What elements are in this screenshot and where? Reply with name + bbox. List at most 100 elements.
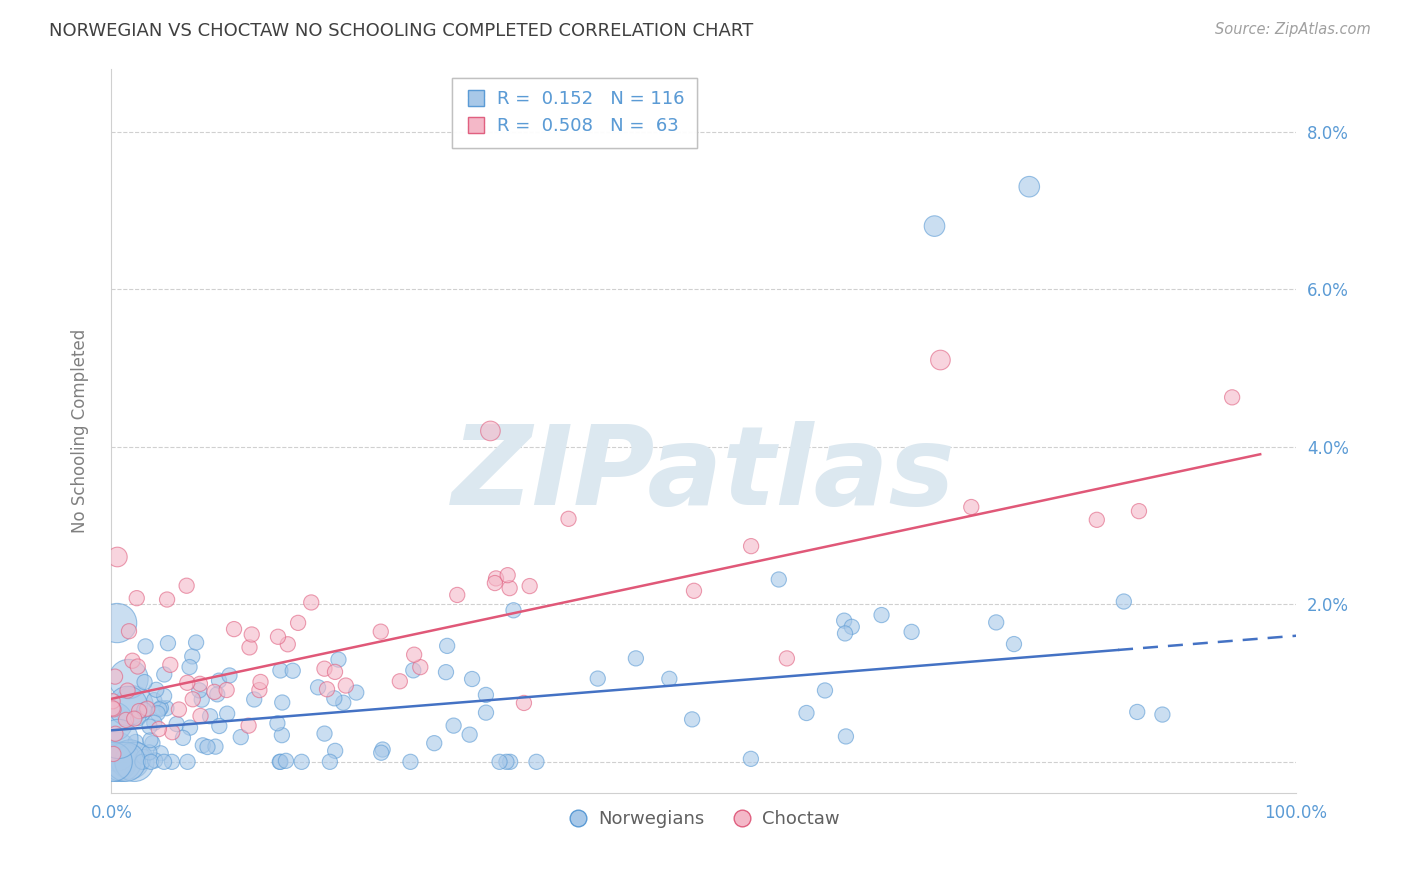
Point	[138, 745, 160, 759]
Point	[101, 701, 124, 715]
Point	[198, 709, 221, 723]
Point	[149, 747, 172, 761]
Y-axis label: No Schooling Completed: No Schooling Completed	[72, 329, 89, 533]
Point	[498, 581, 520, 595]
Point	[188, 677, 211, 691]
Point	[105, 615, 128, 630]
Point	[141, 736, 163, 750]
Point	[166, 717, 188, 731]
Point	[181, 649, 204, 664]
Point	[153, 667, 176, 681]
Point	[370, 746, 392, 760]
Point	[526, 755, 548, 769]
Point	[132, 750, 155, 764]
Point	[115, 713, 138, 727]
Point	[557, 512, 579, 526]
Point	[323, 691, 346, 706]
Point	[176, 755, 198, 769]
Point	[247, 683, 270, 698]
Point	[274, 754, 297, 768]
Point	[461, 672, 484, 686]
Point	[215, 683, 238, 698]
Point	[156, 592, 179, 607]
Point	[143, 693, 166, 707]
Point	[176, 579, 198, 593]
Point	[796, 706, 818, 720]
Point	[153, 689, 176, 703]
Point	[479, 424, 502, 438]
Point	[184, 635, 207, 649]
Point	[104, 670, 127, 684]
Point	[269, 755, 291, 769]
Point	[443, 718, 465, 732]
Point	[204, 739, 226, 754]
Point	[104, 727, 127, 741]
Point	[143, 715, 166, 730]
Point	[271, 696, 294, 710]
Point	[117, 698, 139, 713]
Point	[266, 716, 288, 731]
Point	[207, 687, 229, 701]
Point	[488, 755, 510, 769]
Point	[399, 755, 422, 769]
Point	[316, 682, 339, 697]
Point	[519, 579, 541, 593]
Point	[218, 668, 240, 682]
Point	[277, 637, 299, 651]
Point	[135, 640, 157, 654]
Point	[1128, 504, 1150, 518]
Point	[434, 665, 457, 680]
Point	[160, 725, 183, 739]
Point	[314, 662, 336, 676]
Point	[117, 683, 139, 698]
Point	[586, 672, 609, 686]
Point	[127, 711, 149, 725]
Point	[127, 659, 149, 673]
Point	[335, 679, 357, 693]
Point	[328, 652, 350, 666]
Point	[513, 696, 536, 710]
Point	[870, 608, 893, 623]
Point	[136, 701, 159, 715]
Point	[496, 568, 519, 582]
Point	[409, 660, 432, 674]
Point	[107, 731, 129, 746]
Point	[139, 755, 162, 769]
Point	[841, 620, 863, 634]
Point	[683, 583, 706, 598]
Point	[159, 657, 181, 672]
Point	[156, 636, 179, 650]
Point	[740, 539, 762, 553]
Point	[229, 730, 252, 744]
Point	[114, 755, 136, 769]
Point	[179, 660, 201, 674]
Point	[1085, 513, 1108, 527]
Point	[153, 755, 176, 769]
Point	[160, 755, 183, 769]
Point	[149, 701, 172, 715]
Point	[208, 719, 231, 733]
Point	[179, 721, 201, 735]
Point	[122, 712, 145, 726]
Point	[402, 664, 425, 678]
Point	[814, 683, 837, 698]
Point	[323, 665, 346, 679]
Point	[495, 755, 517, 769]
Point	[125, 591, 148, 606]
Point	[458, 728, 481, 742]
Point	[190, 709, 212, 723]
Point	[118, 624, 141, 639]
Point	[404, 648, 426, 662]
Point	[319, 755, 342, 769]
Point	[117, 672, 139, 686]
Point	[768, 573, 790, 587]
Point	[446, 588, 468, 602]
Point	[287, 615, 309, 630]
Point	[314, 726, 336, 740]
Point	[105, 755, 128, 769]
Point	[475, 706, 498, 720]
Point	[1126, 705, 1149, 719]
Point	[269, 664, 291, 678]
Point	[776, 651, 799, 665]
Point	[832, 614, 855, 628]
